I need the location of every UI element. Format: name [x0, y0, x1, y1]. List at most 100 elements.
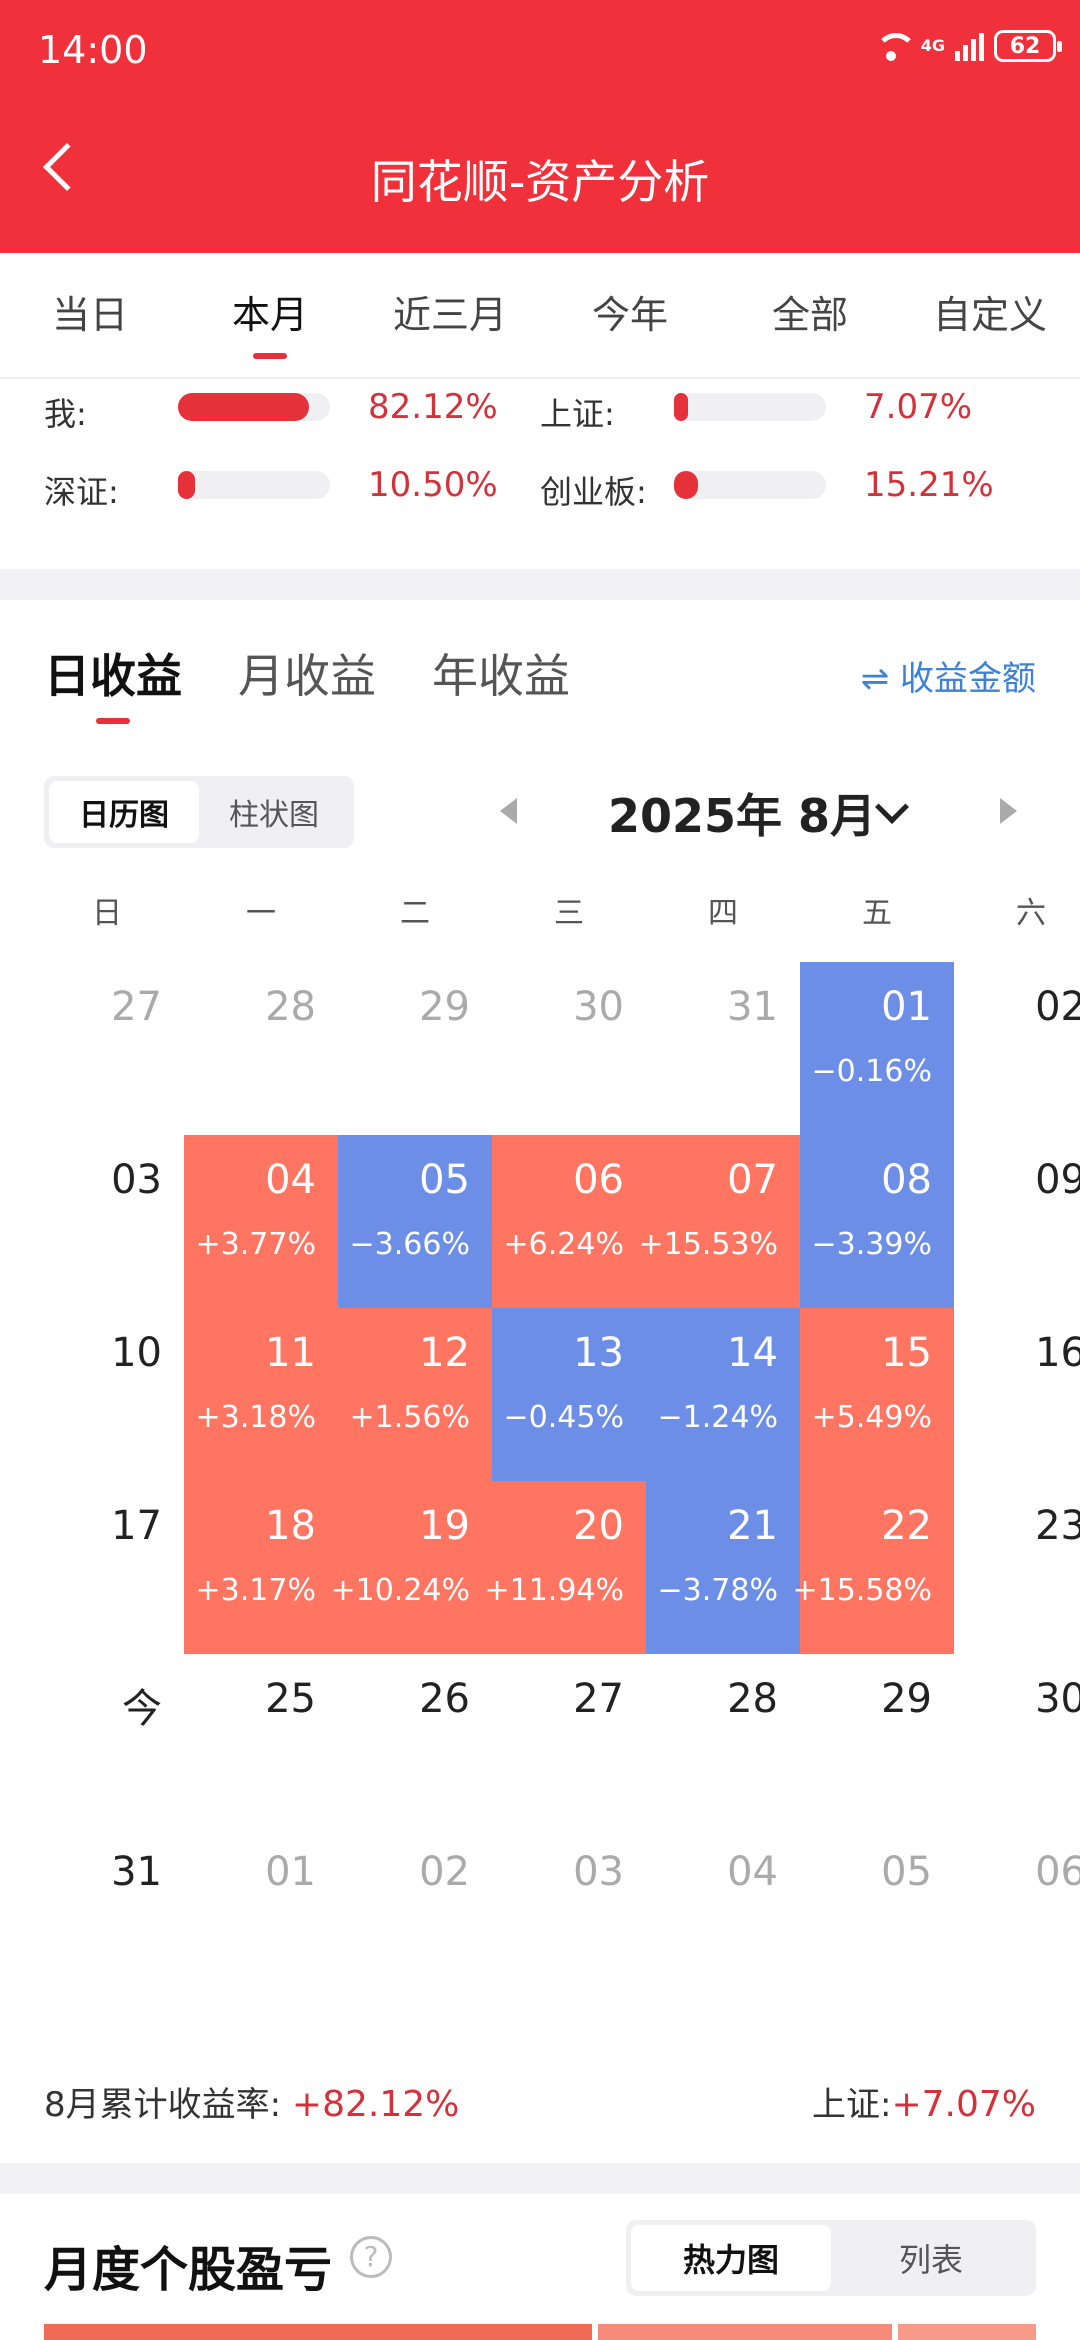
day-number: 17 [111, 1503, 162, 1549]
tab-three-months[interactable]: 近三月 [392, 293, 507, 337]
tab-this-year[interactable]: 今年 [591, 293, 668, 337]
day-number: 31 [727, 984, 778, 1030]
tab-monthly-returns[interactable]: 月收益 [238, 649, 376, 703]
compare-label-me: 我: [44, 395, 87, 433]
calendar-view-button[interactable]: 日历图 [49, 781, 199, 843]
tab-today[interactable]: 当日 [51, 293, 128, 337]
calendar-day[interactable]: 01 [184, 1827, 338, 2000]
calendar-day[interactable]: 17 [30, 1481, 184, 1654]
wifi-icon [871, 31, 917, 61]
calendar-day[interactable]: 今 [30, 1654, 184, 1827]
calendar-day[interactable]: 04 [646, 1827, 800, 2000]
day-number: 14 [727, 1330, 778, 1376]
calendar-day[interactable]: 02 [338, 1827, 492, 2000]
day-return: +1.56% [349, 1400, 470, 1435]
weekday-label: 四 [708, 896, 738, 931]
battery-level: 62 [1009, 33, 1041, 59]
calendar-day[interactable]: 03 [492, 1827, 646, 2000]
day-number: 28 [265, 984, 316, 1030]
calendar-day[interactable]: 31 [30, 1827, 184, 2000]
day-return: −1.24% [657, 1400, 778, 1435]
bar-view-button[interactable]: 柱状图 [229, 798, 319, 833]
calendar-day[interactable]: 30 [492, 962, 646, 1135]
day-return: +15.53% [638, 1227, 778, 1262]
day-number: 29 [419, 984, 470, 1030]
tab-custom[interactable]: 自定义 [932, 293, 1047, 337]
heatmap-tile[interactable] [898, 2324, 1036, 2340]
calendar-day[interactable]: 29 [338, 962, 492, 1135]
index-value: +7.07% [891, 2084, 1036, 2125]
calendar-day[interactable]: 05 [800, 1827, 954, 2000]
prev-month-icon[interactable] [500, 798, 517, 824]
calendar-day[interactable]: 22 +15.58% [792, 1481, 954, 1654]
heatmap-view-button[interactable]: 热力图 [631, 2225, 831, 2291]
day-return: +5.49% [811, 1400, 932, 1435]
calendar-day[interactable]: 14 −1.24% [646, 1308, 800, 1481]
calendar-day[interactable]: 28 [646, 1654, 800, 1827]
calendar-day[interactable]: 26 [338, 1654, 492, 1827]
calendar-day[interactable]: 02 [954, 962, 1080, 1135]
calendar-day[interactable]: 29 [800, 1654, 954, 1827]
month-cumulative-return: 8月累计收益率: +82.12% [44, 2077, 459, 2126]
calendar-day[interactable]: 07 +15.53% [638, 1135, 800, 1308]
calendar-day[interactable]: 20 +11.94% [484, 1481, 646, 1654]
tab-yearly-returns[interactable]: 年收益 [432, 649, 570, 703]
day-number: 30 [1035, 1676, 1080, 1722]
calendar-day[interactable]: 09 [954, 1135, 1080, 1308]
calendar-day[interactable]: 25 [184, 1654, 338, 1827]
day-number: 16 [1035, 1330, 1080, 1376]
tab-daily-returns[interactable]: 日收益 [44, 640, 182, 724]
tab-this-month[interactable]: 本月 [180, 253, 360, 377]
toggle-amount-label: 收益金额 [900, 659, 1036, 699]
calendar-day[interactable]: 05 −3.66% [338, 1135, 492, 1308]
month-label[interactable]: 2025年 8月 [608, 789, 877, 843]
calendar-day[interactable]: 23 [954, 1481, 1080, 1654]
heatmap-tile[interactable] [44, 2324, 592, 2340]
day-return: +11.94% [484, 1573, 624, 1608]
calendar-day[interactable]: 31 [646, 962, 800, 1135]
weekday-label: 一 [246, 896, 276, 931]
day-number: 08 [881, 1157, 932, 1203]
calendar-day[interactable]: 21 −3.78% [646, 1481, 800, 1654]
weekday-label: 二 [400, 896, 430, 931]
calendar-day[interactable]: 28 [184, 962, 338, 1135]
day-number: 29 [881, 1676, 932, 1722]
list-view-button[interactable]: 列表 [898, 2241, 963, 2279]
day-number: 18 [265, 1503, 316, 1549]
calendar-day[interactable]: 13 −0.45% [492, 1308, 646, 1481]
calendar-day[interactable]: 27 [30, 962, 184, 1135]
calendar-day[interactable]: 18 +3.17% [184, 1481, 338, 1654]
index-label: 上证: [812, 2085, 892, 2125]
calendar-day[interactable]: 27 [492, 1654, 646, 1827]
calendar-day[interactable]: 16 [954, 1308, 1080, 1481]
day-return: −3.39% [811, 1227, 932, 1262]
day-number: 26 [419, 1676, 470, 1722]
calendar-day[interactable]: 01 −0.16% [800, 962, 954, 1135]
calendar-day[interactable]: 19 +10.24% [330, 1481, 492, 1654]
compare-label-chinext: 创业板: [540, 473, 647, 511]
day-number: 19 [419, 1503, 470, 1549]
divider [0, 377, 1080, 379]
day-return: +3.17% [195, 1573, 316, 1608]
calendar-day[interactable]: 06 +6.24% [492, 1135, 646, 1308]
calendar-day[interactable]: 04 +3.77% [184, 1135, 338, 1308]
calendar-day[interactable]: 30 [954, 1654, 1080, 1827]
calendar-day[interactable]: 11 +3.18% [184, 1308, 338, 1481]
compare-bar-me [178, 393, 330, 421]
day-number: 05 [419, 1157, 470, 1203]
calendar-day[interactable]: 12 +1.56% [338, 1308, 492, 1481]
toggle-amount-button[interactable]: ⇌ 收益金额 [861, 651, 1036, 700]
calendar-day[interactable]: 10 [30, 1308, 184, 1481]
day-number: 27 [573, 1676, 624, 1722]
next-month-icon[interactable] [1000, 798, 1017, 824]
day-return: −0.16% [811, 1054, 932, 1089]
calendar-day[interactable]: 03 [30, 1135, 184, 1308]
tab-all[interactable]: 全部 [771, 293, 848, 337]
calendar-day[interactable]: 06 [954, 1827, 1080, 2000]
help-icon[interactable]: ? [350, 2236, 392, 2278]
day-number: 05 [881, 1849, 932, 1895]
calendar-day[interactable]: 15 +5.49% [800, 1308, 954, 1481]
heatmap-tile[interactable] [598, 2324, 892, 2340]
pnl-view-toggle: 热力图 列表 [626, 2220, 1036, 2296]
calendar-day[interactable]: 08 −3.39% [800, 1135, 954, 1308]
